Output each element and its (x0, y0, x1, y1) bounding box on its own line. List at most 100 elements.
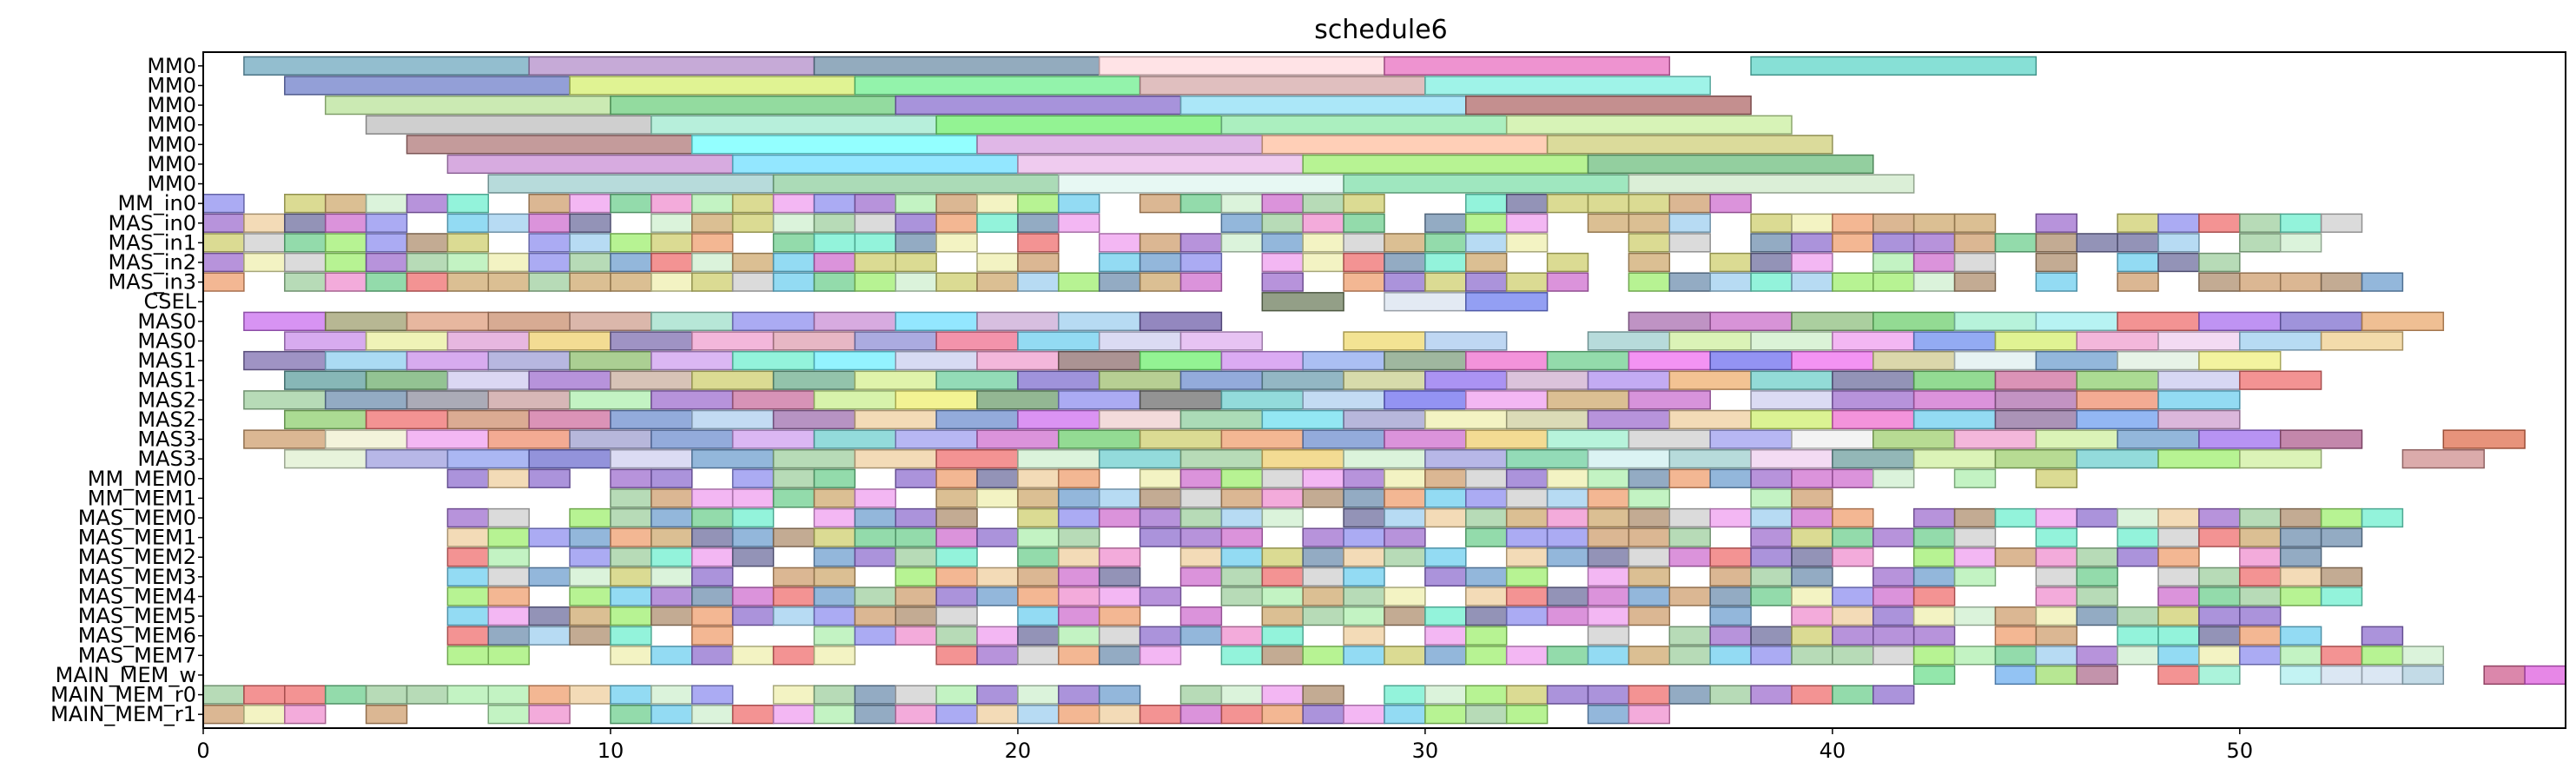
task-bar (1750, 409, 1833, 430)
task-bar (1343, 409, 1426, 430)
task-cell (1912, 626, 1956, 646)
task-cell (610, 567, 652, 587)
task-cell (2157, 646, 2200, 666)
task-cell (1587, 488, 1630, 508)
task-bar (1179, 370, 1264, 390)
task-cell (1587, 567, 1630, 587)
task-cell (1505, 527, 1549, 547)
task-cell (935, 488, 978, 508)
task-cell (651, 488, 693, 508)
task-cell (772, 272, 816, 292)
task-bar (1424, 370, 1508, 390)
task-bar (895, 390, 978, 410)
task-cell (1424, 272, 1467, 292)
task-bar (365, 449, 449, 469)
task-cell (406, 685, 449, 705)
task-cell (1912, 252, 1956, 273)
task-cell (731, 193, 775, 214)
task-cell (935, 606, 978, 626)
task-cell (1179, 233, 1223, 253)
task-bar (1912, 409, 1997, 430)
task-cell (813, 468, 856, 488)
task-cell (731, 547, 775, 567)
task-cell (1179, 567, 1223, 587)
task-cell (772, 193, 816, 214)
task-cell (2279, 626, 2322, 646)
task-cell (1384, 547, 1426, 567)
task-bar (1343, 331, 1426, 351)
task-cell (1465, 193, 1508, 214)
task-bar (1302, 390, 1385, 410)
task-bar (610, 409, 693, 430)
task-bar (1709, 311, 1793, 331)
task-cell (1587, 685, 1630, 705)
task-bar (1343, 449, 1426, 469)
task-cell (691, 606, 734, 626)
task-cell (1424, 606, 1467, 626)
task-bar (1750, 449, 1833, 469)
task-cell (1791, 507, 1833, 528)
task-cell (772, 646, 816, 666)
task-cell (365, 252, 408, 273)
task-cell (1179, 527, 1223, 547)
task-cell (1994, 606, 2038, 626)
task-cell (487, 567, 530, 587)
task-bar (1058, 350, 1141, 371)
task-cell (1587, 705, 1630, 725)
task-cell (651, 685, 693, 705)
task-cell (202, 252, 245, 273)
task-cell (1343, 233, 1385, 253)
task-cell (1384, 272, 1426, 292)
task-cell (1017, 547, 1060, 567)
task-cell (651, 547, 693, 567)
task-cell (1546, 468, 1589, 488)
task-bar (1343, 370, 1426, 390)
task-cell (1179, 488, 1223, 508)
task-bar (284, 409, 367, 430)
task-bar (2239, 370, 2322, 390)
task-cell (365, 685, 408, 705)
task-bar (1953, 350, 2038, 371)
task-cell (202, 705, 245, 725)
task-cell (1098, 646, 1141, 666)
x-axis: 0 10 20 30 40 50 (196, 728, 2253, 763)
task-cell (1873, 606, 1915, 626)
task-cell (1668, 272, 1711, 292)
task-cell (1139, 527, 1182, 547)
task-cell (284, 272, 327, 292)
task-bar (2483, 665, 2526, 686)
task-cell (365, 213, 408, 233)
task-cell (1302, 646, 1344, 666)
task-cell (284, 213, 327, 233)
task-cell (1261, 272, 1304, 292)
task-cell (1098, 272, 1141, 292)
task-cell (731, 468, 775, 488)
task-cell (610, 193, 652, 214)
task-cell (976, 646, 1019, 666)
task-cell (528, 626, 571, 646)
task-cell (2117, 507, 2159, 528)
task-cell (1832, 626, 1874, 646)
task-cell (1302, 252, 1344, 273)
x-tick-label: 40 (1820, 739, 1846, 763)
task-cell (2076, 586, 2118, 606)
task-cell (1994, 507, 2038, 528)
task-cell (1668, 193, 1711, 214)
task-cell (1668, 468, 1711, 488)
task-cell (2157, 547, 2200, 567)
task-cell (854, 527, 896, 547)
task-bar (1912, 390, 1997, 410)
task-cell (1709, 468, 1752, 488)
task-cell (2320, 646, 2363, 666)
task-cell (528, 252, 571, 273)
task-bar (1139, 311, 1223, 331)
task-cell (1791, 685, 1833, 705)
task-cell (1628, 567, 1671, 587)
task-cell (1505, 547, 1549, 567)
task-bar (284, 449, 367, 469)
task-cell (1709, 626, 1752, 646)
task-bar (2279, 311, 2363, 331)
task-cell (2117, 547, 2159, 567)
task-cell (487, 626, 530, 646)
task-cell (1302, 586, 1344, 606)
